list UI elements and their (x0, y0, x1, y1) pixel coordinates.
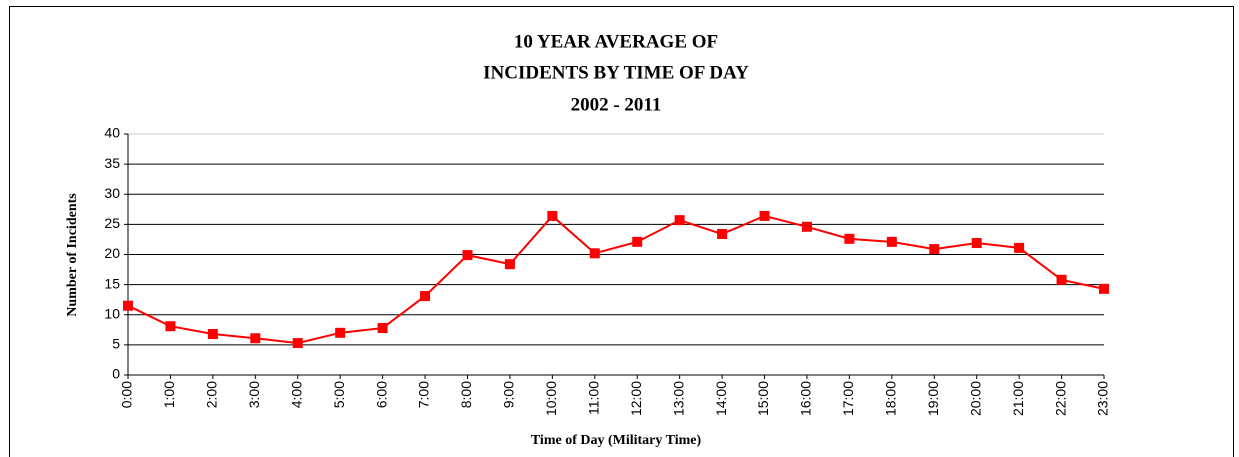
x-tick-label: 12:00 (628, 381, 644, 416)
data-point (1014, 242, 1025, 253)
y-tick-label: 20 (104, 245, 120, 261)
x-tick-label: 20:00 (967, 381, 983, 416)
y-tick-label: 0 (112, 366, 120, 382)
data-point (971, 238, 982, 249)
x-tick-label: 22:00 (1052, 381, 1068, 416)
chart-title: 10 YEAR AVERAGE OF (514, 31, 718, 52)
y-tick-label: 15 (104, 275, 120, 291)
data-point (335, 327, 346, 338)
x-tick-label: 23:00 (1095, 381, 1111, 416)
data-point (674, 215, 685, 226)
data-point (377, 323, 388, 334)
x-tick-label: 17:00 (840, 381, 856, 416)
y-tick-label: 25 (104, 215, 120, 231)
x-tick-label: 19:00 (925, 381, 941, 416)
y-tick-label: 5 (112, 336, 120, 352)
data-point (207, 329, 218, 340)
x-tick-label: 0:00 (119, 381, 135, 408)
data-point (504, 259, 515, 270)
x-tick-label: 11:00 (585, 381, 601, 415)
data-point (886, 236, 897, 247)
chart-title: 2002 - 2011 (571, 94, 662, 115)
data-point (250, 333, 261, 344)
data-point (165, 321, 176, 332)
chart-frame (9, 6, 1234, 457)
x-tick-label: 14:00 (713, 381, 729, 416)
data-point (292, 338, 303, 349)
y-tick-label: 10 (104, 305, 120, 321)
data-point (801, 221, 812, 232)
x-tick-label: 15:00 (755, 381, 771, 416)
data-point (632, 236, 643, 247)
data-point (123, 300, 133, 311)
x-tick-label: 16:00 (798, 381, 814, 416)
data-point (1099, 283, 1109, 294)
x-tick-label: 13:00 (670, 381, 686, 416)
data-point (759, 210, 770, 221)
chart-title: INCIDENTS BY TIME OF DAY (483, 62, 749, 83)
x-tick-label: 8:00 (458, 381, 474, 408)
y-tick-label: 40 (104, 125, 120, 141)
x-tick-label: 9:00 (501, 381, 517, 408)
data-point (929, 244, 940, 255)
x-tick-label: 2:00 (204, 381, 220, 408)
data-point (462, 250, 473, 261)
x-tick-label: 4:00 (288, 381, 304, 408)
data-point (844, 233, 855, 244)
x-tick-label: 3:00 (246, 381, 262, 408)
y-tick-label: 35 (104, 155, 120, 171)
series-line (127, 214, 1105, 345)
x-tick-label: 10:00 (543, 381, 559, 416)
x-tick-label: 18:00 (883, 381, 899, 416)
data-point (420, 291, 431, 302)
x-tick-label: 6:00 (373, 381, 389, 408)
x-tick-label: 1:00 (161, 381, 177, 408)
data-point (547, 210, 558, 221)
x-tick-label: 5:00 (331, 381, 347, 408)
y-axis-title: Number of Incidents (65, 193, 80, 317)
data-point (717, 229, 728, 240)
data-point (1056, 274, 1067, 285)
y-tick-label: 30 (104, 185, 120, 201)
x-tick-label: 21:00 (1010, 381, 1026, 416)
data-point (589, 248, 600, 259)
x-tick-label: 7:00 (416, 381, 432, 408)
x-axis-title: Time of Day (Military Time) (531, 433, 702, 448)
